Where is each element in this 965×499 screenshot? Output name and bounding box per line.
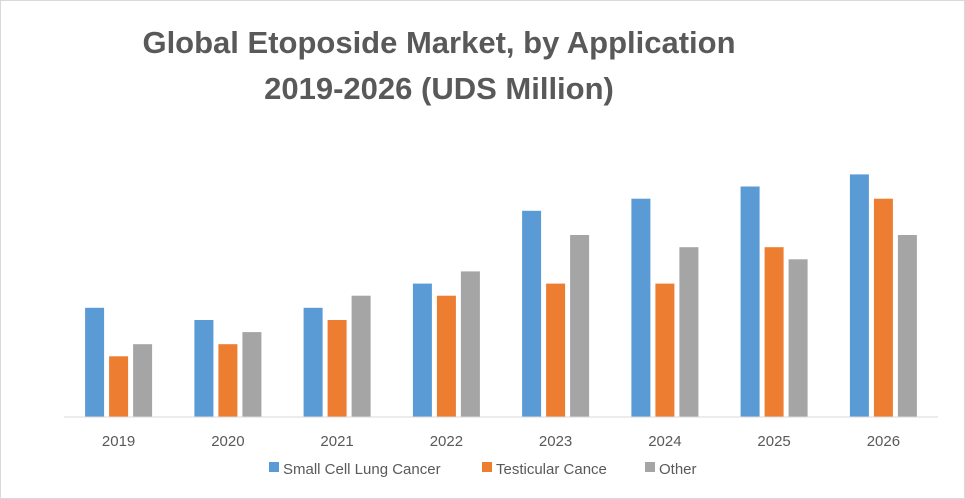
- bar-other-2021: [351, 295, 371, 417]
- bar-small-cell-lung-cancer-2025: [740, 186, 760, 417]
- bar-small-cell-lung-cancer-2020: [194, 320, 214, 417]
- x-tick-label-2020: 2020: [211, 433, 244, 450]
- bar-testicular-cance-2022: [436, 295, 456, 417]
- x-tick-label-2025: 2025: [757, 433, 790, 450]
- bar-other-2020: [242, 332, 262, 417]
- x-tick-label-2026: 2026: [867, 433, 900, 450]
- x-tick-label-2021: 2021: [320, 433, 353, 450]
- bar-small-cell-lung-cancer-2019: [85, 307, 105, 417]
- bar-other-2025: [788, 259, 808, 417]
- legend-label-testicular-cance: Testicular Cance: [496, 461, 607, 478]
- legend-swatch-other: [645, 462, 655, 472]
- bar-other-2026: [897, 235, 917, 417]
- bar-other-2023: [570, 235, 590, 417]
- x-tick-label-2024: 2024: [648, 433, 681, 450]
- x-tick-label-2022: 2022: [430, 433, 463, 450]
- bar-testicular-cance-2023: [546, 283, 566, 417]
- bar-testicular-cance-2026: [873, 198, 893, 417]
- x-tick-label-2019: 2019: [102, 433, 135, 450]
- legend-swatch-testicular-cance: [482, 462, 492, 472]
- bar-small-cell-lung-cancer-2022: [412, 283, 432, 417]
- legend-swatch-small-cell-lung-cancer: [269, 462, 279, 472]
- plot-area: 2019 2020 2021 2022 2023 2024 2025 2026: [64, 174, 938, 450]
- x-tick-label-2023: 2023: [539, 433, 572, 450]
- bar-small-cell-lung-cancer-2024: [631, 198, 651, 417]
- bar-small-cell-lung-cancer-2021: [303, 307, 323, 417]
- chart-title-line-2: 2019-2026 (UDS Million): [264, 71, 614, 106]
- legend-label-other: Other: [659, 461, 697, 478]
- bar-testicular-cance-2021: [327, 320, 347, 417]
- legend: Small Cell Lung Cancer Testicular Cance Ot…: [269, 461, 697, 478]
- chart-title-line-1: Global Etoposide Market, by Application: [142, 25, 735, 60]
- bar-other-2022: [460, 271, 480, 417]
- bar-small-cell-lung-cancer-2023: [522, 210, 542, 417]
- legend-label-small-cell-lung-cancer: Small Cell Lung Cancer: [283, 461, 441, 478]
- bar-testicular-cance-2025: [764, 247, 784, 417]
- bar-testicular-cance-2024: [655, 283, 675, 417]
- bar-testicular-cance-2020: [218, 344, 238, 417]
- bar-small-cell-lung-cancer-2026: [849, 174, 869, 417]
- bar-other-2019: [133, 344, 153, 417]
- bar-other-2024: [679, 247, 699, 417]
- bar-testicular-cance-2019: [109, 356, 129, 417]
